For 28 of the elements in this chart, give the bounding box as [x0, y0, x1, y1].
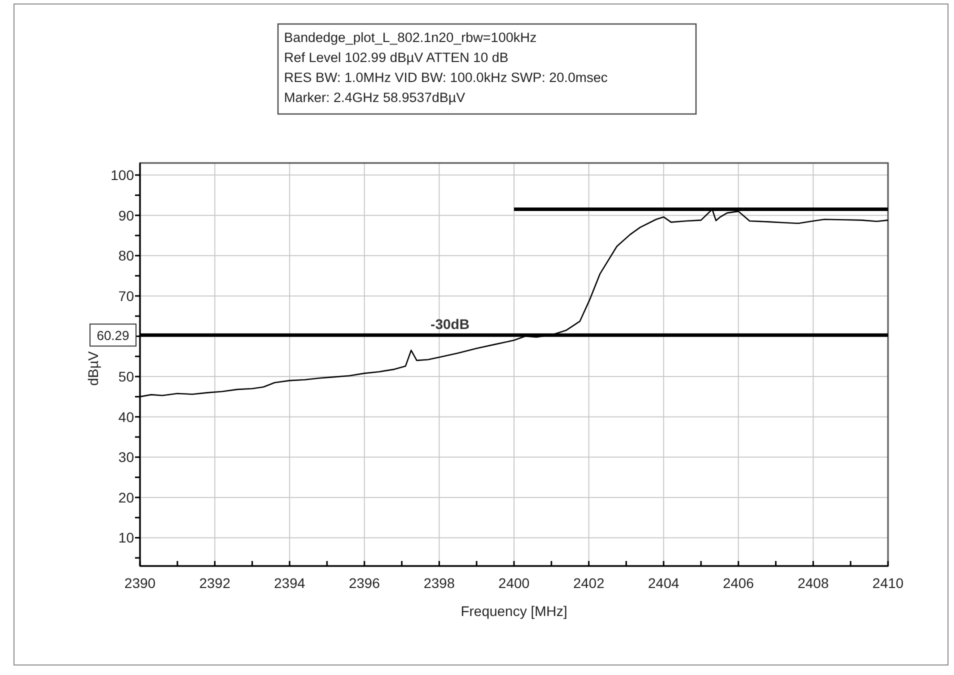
- x-tick-label: 2404: [648, 575, 680, 591]
- y-tick-label: 70: [118, 288, 134, 304]
- x-tick-label: 2390: [124, 575, 156, 591]
- x-tick-label: 2406: [722, 575, 754, 591]
- x-tick-label: 2410: [872, 575, 904, 591]
- x-axis-title: Frequency [MHz]: [460, 603, 568, 619]
- y-tick-label: 30: [118, 449, 134, 466]
- x-tick-label: 2400: [498, 575, 530, 591]
- y-tick-label: 20: [118, 489, 134, 506]
- text: RES BW: 1.0MHz VID BW: 100.0kHz SWP: 20.0msec: [284, 70, 608, 85]
- text: Ref Level 102.99 dBµV ATTEN 10 dB: [284, 50, 508, 65]
- annotation: 60.29: [96, 328, 130, 344]
- x-tick-label: 2394: [274, 575, 306, 591]
- y-tick-label: 90: [118, 207, 134, 224]
- y-tick-label: 10: [118, 530, 134, 546]
- ref-line-label: -30dB: [430, 316, 470, 332]
- text: Bandedge_plot_L_802.1n20_rbw=100kHz: [284, 30, 537, 45]
- x-tick-label: 2408: [798, 575, 829, 591]
- y-tick-label: 80: [118, 248, 134, 264]
- y-tick-label: 100: [110, 167, 134, 184]
- y-tick-label: 50: [118, 368, 134, 385]
- x-tick-label: 2392: [199, 575, 231, 591]
- x-tick-label: 2402: [573, 575, 605, 591]
- y-axis-title: dBµV: [85, 350, 101, 386]
- x-tick-label: 2398: [424, 575, 455, 591]
- y-tick-label: 40: [118, 408, 134, 425]
- x-tick-label: 2396: [348, 575, 380, 591]
- text: Marker: 2.4GHz 58.9537dBµV: [284, 90, 466, 105]
